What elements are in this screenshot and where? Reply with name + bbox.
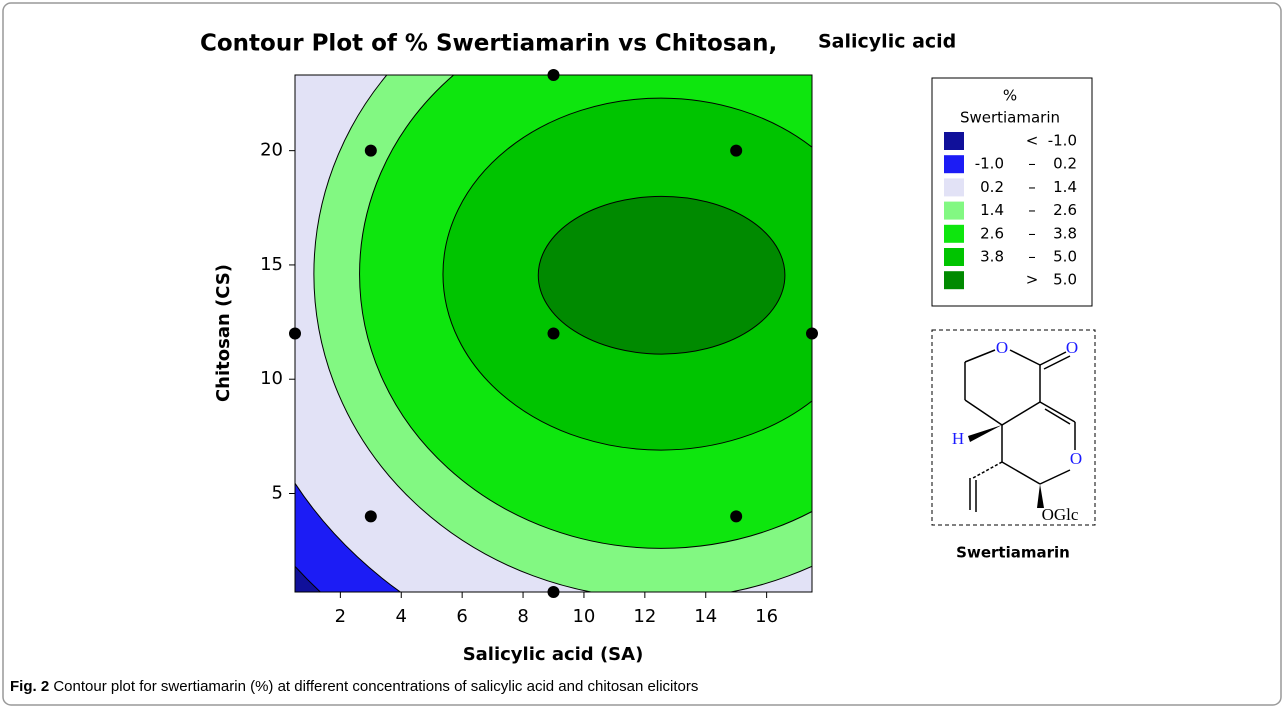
caption-label: Fig. 2 (10, 678, 50, 695)
legend-label: – (1028, 248, 1036, 266)
atom-label: O (1066, 338, 1078, 357)
design-point (730, 510, 743, 523)
x-tick-label: 10 (572, 606, 595, 627)
legend-swatch (944, 201, 964, 220)
y-tick-label: 5 (272, 482, 283, 503)
x-tick-label: 8 (517, 606, 528, 627)
axis-frame (294, 74, 813, 593)
contour-region (537, 195, 786, 355)
bond (964, 349, 996, 363)
legend-title: % (1003, 87, 1017, 105)
x-tick-label: 16 (755, 606, 778, 627)
bond (1001, 401, 1041, 426)
legend-swatch (944, 178, 964, 197)
atom-label: O (996, 338, 1008, 357)
y-tick-label: 15 (260, 254, 283, 275)
x-tick-label: 12 (633, 606, 656, 627)
legend-label: 2.6 (980, 224, 1004, 242)
legend-label: < (1026, 132, 1039, 150)
legend-label: -1.0 (975, 155, 1004, 173)
legend-label: 5.0 (1053, 271, 1077, 289)
design-point (364, 510, 377, 523)
legend-label: 5.0 (1053, 248, 1077, 266)
caption: Fig. 2 Contour plot for swertiamarin (%)… (10, 678, 698, 695)
legend-label: -1.0 (1048, 132, 1077, 150)
legend-label: – (1028, 201, 1036, 219)
bond (1039, 469, 1071, 485)
bond (1009, 349, 1041, 366)
bond (1044, 408, 1071, 425)
legend-swatch (944, 155, 964, 174)
legend-label: 0.2 (1053, 155, 1077, 173)
y-axis-label: Chitosan (CS) (213, 264, 234, 402)
x-axis-label: Salicylic acid (SA) (463, 644, 644, 665)
legend-label: 2.6 (1053, 201, 1077, 219)
legend-label: 1.4 (980, 201, 1004, 219)
bond (964, 399, 1003, 426)
x-tick-label: 4 (396, 606, 407, 627)
bond (972, 461, 1003, 479)
legend-label: – (1028, 178, 1036, 196)
legend-swatch (944, 271, 964, 290)
design-point (730, 144, 743, 157)
legend-label: 3.8 (980, 248, 1004, 266)
legend-swatch (944, 132, 964, 150)
structure-name: Swertiamarin (956, 544, 1070, 562)
legend-label: – (1028, 224, 1036, 242)
legend-label: 3.8 (1053, 224, 1077, 242)
atom-label: OGlc (1042, 505, 1079, 524)
design-point (547, 327, 560, 340)
x-tick-label: 14 (694, 606, 717, 627)
bond (1039, 401, 1076, 423)
bond (1037, 484, 1044, 508)
x-tick-label: 6 (456, 606, 467, 627)
structure-box (931, 329, 1096, 526)
y-tick-label: 10 (260, 368, 283, 389)
atom-label: O (1070, 449, 1082, 468)
legend-label: 1.4 (1053, 178, 1077, 196)
legend-label: 0.2 (980, 178, 1004, 196)
bond (968, 425, 1002, 442)
chart-title: Contour Plot of % Swertiamarin vs Chitos… (200, 31, 777, 57)
legend-swatch (944, 248, 964, 266)
bond (1039, 351, 1067, 366)
y-tick-label: 20 (260, 140, 283, 161)
caption-text: Contour plot for swertiamarin (%) at dif… (53, 678, 699, 695)
legend-swatch (944, 224, 964, 243)
legend-title: Swertiamarin (960, 109, 1060, 127)
x-tick-label: 2 (335, 606, 346, 627)
atom-label: H (952, 429, 964, 448)
bond (1001, 461, 1041, 485)
legend-label: > (1026, 271, 1039, 289)
chart-title: Salicylic acid (818, 31, 956, 53)
bond (1043, 355, 1071, 370)
legend-label: – (1028, 155, 1036, 173)
design-point (364, 144, 377, 157)
